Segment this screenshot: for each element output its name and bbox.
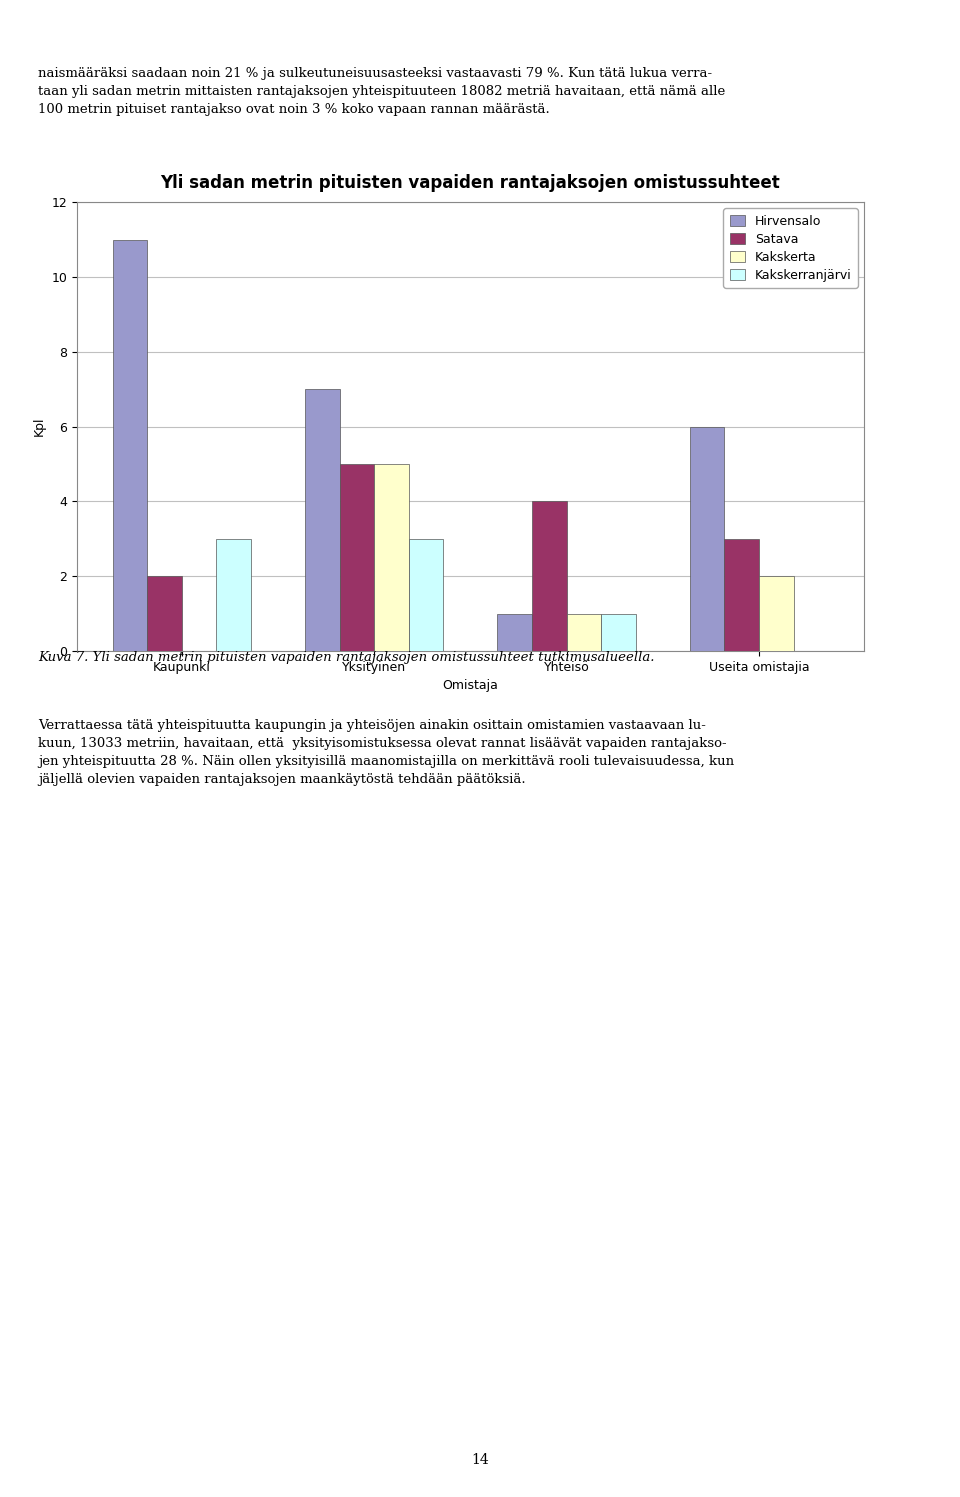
Bar: [759, 576, 794, 651]
Bar: [566, 614, 601, 651]
Bar: [112, 240, 147, 651]
Text: 14: 14: [471, 1452, 489, 1467]
Text: naismääräksi saadaan noin 21 % ja sulkeutuneisuusasteeksi vastaavasti 79 %. Kun : naismääräksi saadaan noin 21 % ja sulkeu…: [38, 67, 726, 117]
Bar: [147, 576, 181, 651]
Bar: [305, 389, 340, 651]
Text: Kuva 7. Yli sadan metrin pituisten vapaiden rantajaksojen omistussuhteet tutkimu: Kuva 7. Yli sadan metrin pituisten vapai…: [38, 651, 655, 665]
Bar: [497, 614, 532, 651]
Title: Yli sadan metrin pituisten vapaiden rantajaksojen omistussuhteet: Yli sadan metrin pituisten vapaiden rant…: [160, 174, 780, 192]
Y-axis label: Kpl: Kpl: [33, 416, 46, 437]
Bar: [689, 427, 725, 651]
Bar: [340, 464, 374, 651]
Bar: [725, 539, 759, 651]
Bar: [601, 614, 636, 651]
Bar: [409, 539, 444, 651]
Bar: [216, 539, 252, 651]
Legend: Hirvensalo, Satava, Kakskerta, Kakskerranjärvi: Hirvensalo, Satava, Kakskerta, Kakskerra…: [724, 208, 857, 287]
X-axis label: Omistaja: Omistaja: [443, 680, 498, 693]
Text: Verrattaessa tätä yhteispituutta kaupungin ja yhteisöjen ainakin osittain omista: Verrattaessa tätä yhteispituutta kaupung…: [38, 719, 734, 786]
Bar: [532, 501, 566, 651]
Bar: [374, 464, 409, 651]
